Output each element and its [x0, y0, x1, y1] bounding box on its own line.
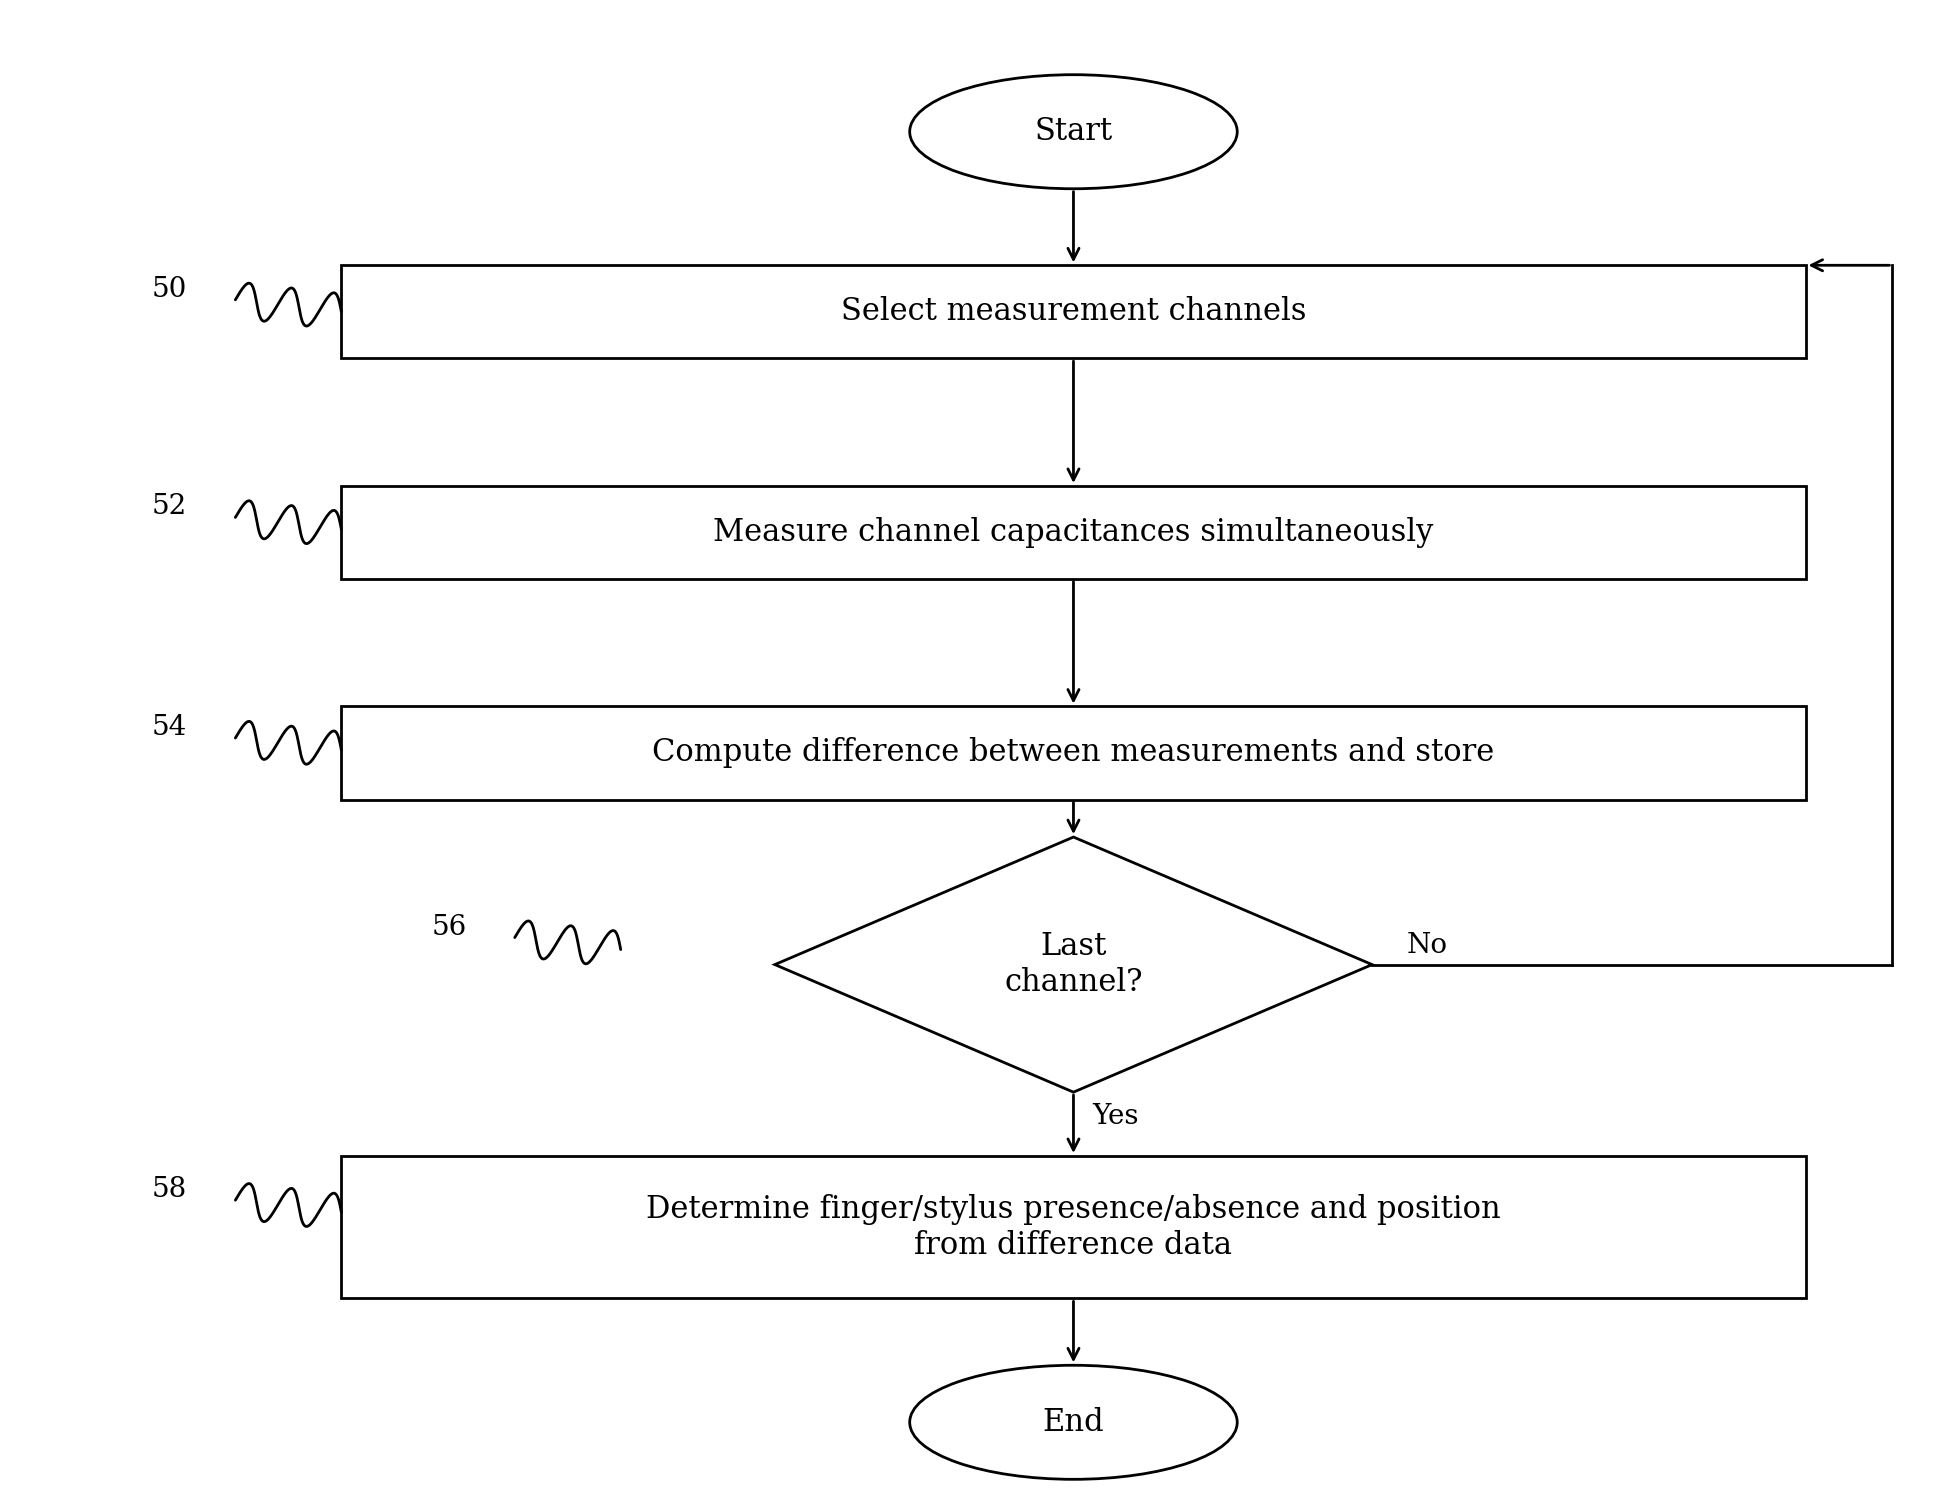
Text: Last
channel?: Last channel?	[1004, 931, 1144, 997]
Text: Measure channel capacitances simultaneously: Measure channel capacitances simultaneou…	[714, 518, 1434, 548]
Text: End: End	[1043, 1406, 1105, 1438]
Text: Yes: Yes	[1093, 1103, 1140, 1130]
Text: Determine finger/stylus presence/absence and position
from difference data: Determine finger/stylus presence/absence…	[646, 1194, 1502, 1260]
Text: 56: 56	[432, 913, 466, 940]
Text: Start: Start	[1035, 116, 1113, 148]
Ellipse shape	[909, 1366, 1236, 1479]
FancyBboxPatch shape	[341, 266, 1805, 358]
Text: Select measurement channels: Select measurement channels	[840, 296, 1306, 327]
Text: 52: 52	[153, 493, 188, 521]
Text: 58: 58	[153, 1176, 188, 1203]
FancyBboxPatch shape	[341, 486, 1805, 579]
Polygon shape	[774, 837, 1372, 1093]
FancyBboxPatch shape	[341, 1156, 1805, 1298]
Text: Compute difference between measurements and store: Compute difference between measurements …	[652, 738, 1494, 768]
FancyBboxPatch shape	[341, 706, 1805, 800]
Text: No: No	[1407, 931, 1447, 958]
Text: 50: 50	[151, 276, 188, 303]
Text: 54: 54	[153, 714, 188, 741]
Ellipse shape	[909, 75, 1236, 189]
